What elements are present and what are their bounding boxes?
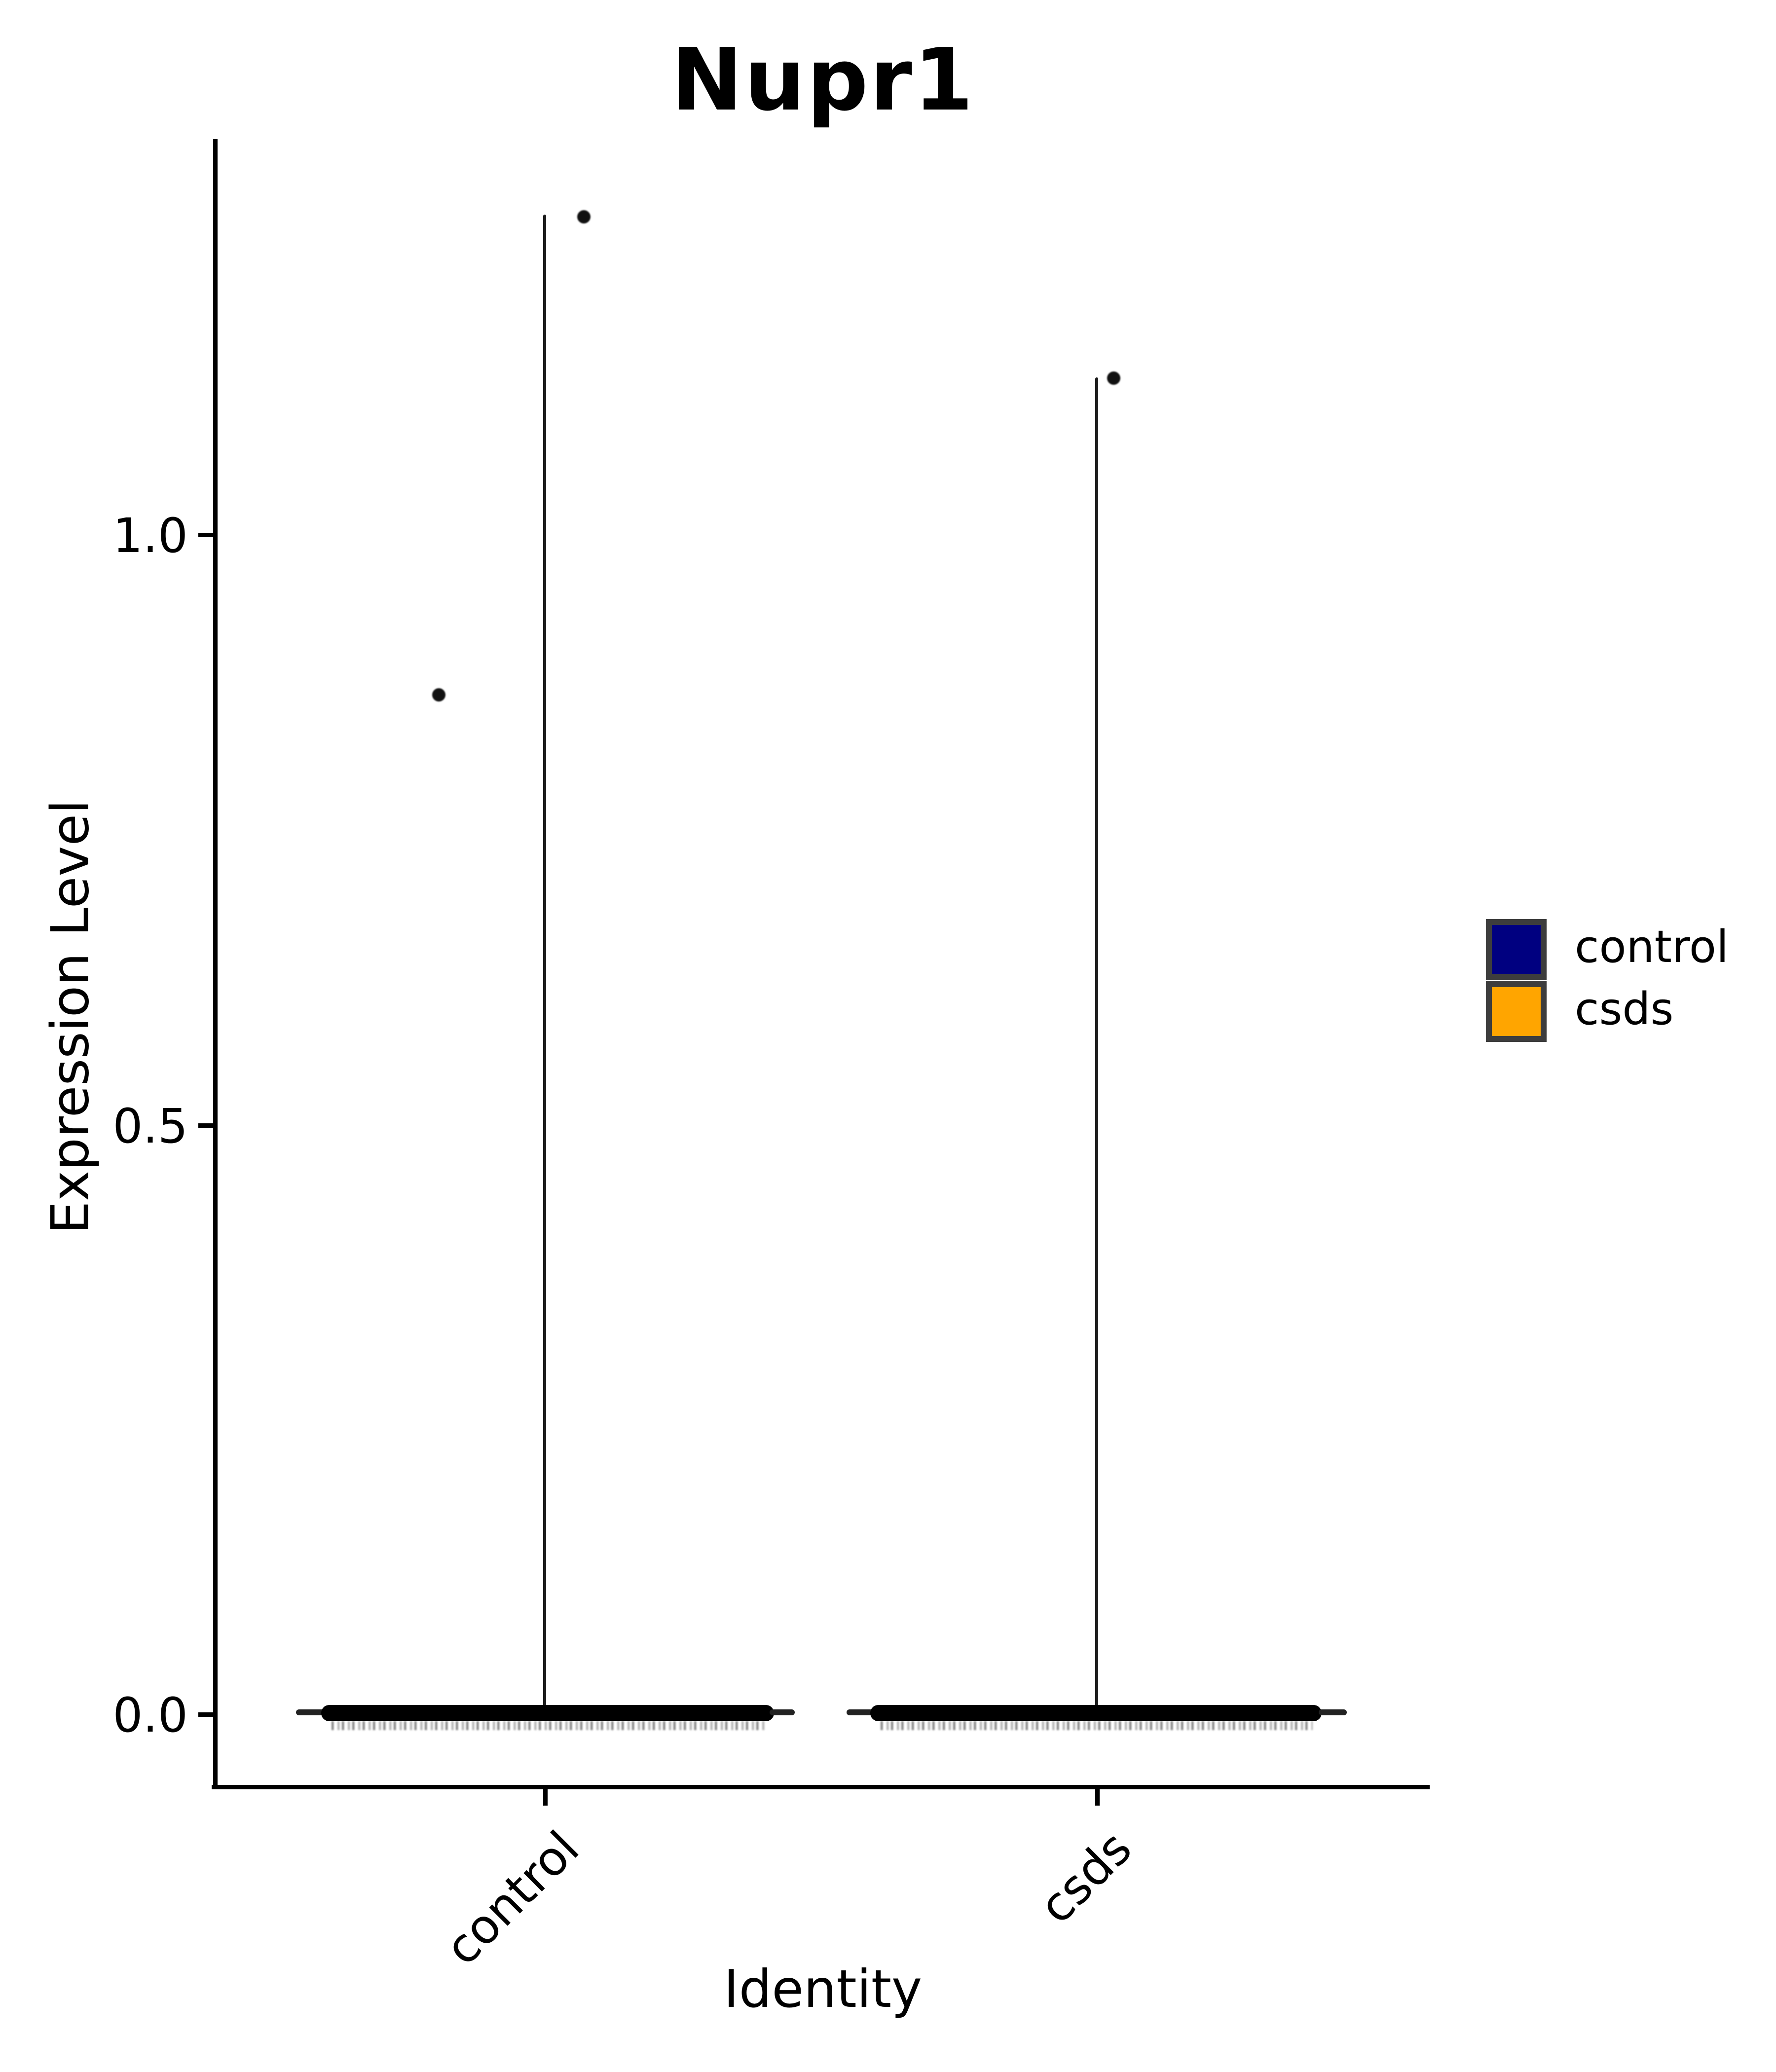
violin-csds-stem [1095,377,1099,1706]
x-axis-line [212,1785,1430,1789]
legend-swatch-control [1486,918,1547,979]
legend-item-control: control [1486,918,1729,980]
violin-csds-body [870,1705,1322,1721]
outlier-point-control-high [577,210,591,223]
outlier-point-csds-high [1107,371,1120,385]
legend: control csds [1486,918,1729,1042]
y-tick-0.0 [198,1712,215,1717]
y-tick-0.5 [198,1123,215,1128]
violin-csds-jitter-points [881,1721,1313,1730]
x-axis-title: Identity [723,1961,923,2020]
y-tick-label-0.5: 0.5 [112,1098,188,1154]
violin-control-stem [543,215,547,1706]
violin-csds-left-tail [847,1709,873,1715]
violin-control-body [321,1705,774,1721]
x-tick-label-csds: csds [1028,1820,1143,1935]
x-tick-control [543,1789,548,1806]
violin-csds-right-tail [1319,1709,1347,1715]
plot-title: Nupr1 [671,30,975,130]
y-tick-label-1.0: 1.0 [112,508,188,564]
violin-control-right-tail [770,1709,795,1715]
legend-swatch-csds [1486,980,1547,1041]
legend-item-csds: csds [1486,980,1729,1042]
violin-control-jitter-points [332,1721,765,1730]
y-tick-label-0.0: 0.0 [112,1687,188,1743]
y-axis-line [213,139,218,1788]
legend-label-csds: csds [1575,984,1674,1036]
outlier-point-control-mid [432,688,445,702]
violin-control-left-tail [296,1709,326,1715]
y-tick-1.0 [198,533,215,537]
legend-label-control: control [1575,922,1729,974]
x-tick-label-control: control [434,1820,591,1976]
y-axis-title: Expression Level [42,799,102,1234]
x-tick-csds [1095,1789,1100,1806]
